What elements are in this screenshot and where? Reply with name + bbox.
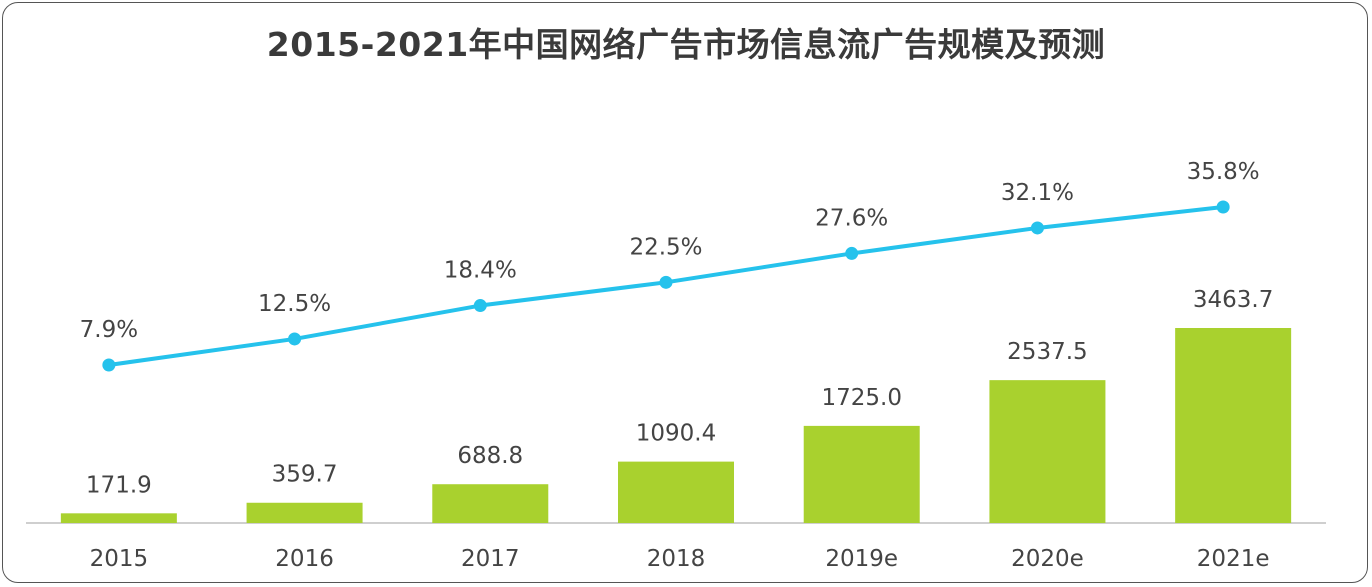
line-point-2020e [1030, 221, 1044, 235]
line-value-label: 7.9% [80, 317, 138, 343]
bar-2015 [60, 513, 177, 523]
x-tick-label: 2015 [90, 546, 149, 572]
line-value-label: 12.5% [258, 291, 331, 317]
bar-value-label: 688.8 [457, 443, 523, 469]
bar-value-label: 1725.0 [821, 385, 901, 411]
line-point-2018 [659, 275, 673, 289]
line-point-2021e [1216, 200, 1230, 214]
bar-2021e [1175, 328, 1292, 523]
line-point-2019e [845, 246, 859, 260]
bar-2019e [803, 425, 920, 523]
bar-2017 [432, 484, 549, 523]
line-point-2017 [473, 299, 487, 313]
bar-value-label: 359.7 [272, 462, 338, 488]
x-tick-label: 2021e [1197, 546, 1270, 572]
line-value-label: 35.8% [1187, 159, 1260, 185]
bar-2016 [246, 502, 363, 523]
line-value-label: 18.4% [444, 258, 517, 284]
chart-title: 2015-2021年中国网络广告市场信息流广告规模及预测 [266, 25, 1106, 64]
line-point-2016 [288, 332, 302, 346]
line-point-2015 [102, 358, 116, 372]
bar-value-label: 1090.4 [636, 421, 716, 447]
bar-value-label: 171.9 [86, 472, 152, 498]
line-value-label: 32.1% [1001, 180, 1074, 206]
bar-2020e [989, 380, 1106, 523]
x-tick-label: 2019e [825, 546, 898, 572]
x-tick-label: 2017 [461, 546, 520, 572]
line-value-label: 22.5% [629, 234, 702, 260]
bar-value-label: 3463.7 [1193, 287, 1273, 313]
bar-value-label: 2537.5 [1007, 339, 1087, 365]
line-value-label: 27.6% [815, 205, 888, 231]
x-tick-label: 2016 [275, 546, 334, 572]
x-tick-label: 2018 [647, 546, 706, 572]
bar-2018 [618, 461, 734, 523]
x-tick-label: 2020e [1011, 546, 1084, 572]
